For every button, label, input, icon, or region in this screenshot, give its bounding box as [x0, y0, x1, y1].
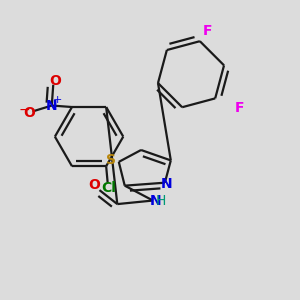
Text: +: + — [53, 95, 62, 105]
Text: O: O — [49, 74, 61, 88]
Text: N: N — [149, 194, 161, 208]
Text: S: S — [106, 153, 116, 167]
Text: Cl: Cl — [102, 181, 117, 195]
Text: F: F — [234, 101, 244, 116]
Text: O: O — [88, 178, 100, 192]
Text: F: F — [203, 24, 213, 38]
Text: N: N — [46, 98, 58, 112]
Text: H: H — [156, 194, 166, 208]
Text: O: O — [23, 106, 35, 120]
Text: N: N — [160, 177, 172, 191]
Text: −: − — [18, 103, 30, 117]
